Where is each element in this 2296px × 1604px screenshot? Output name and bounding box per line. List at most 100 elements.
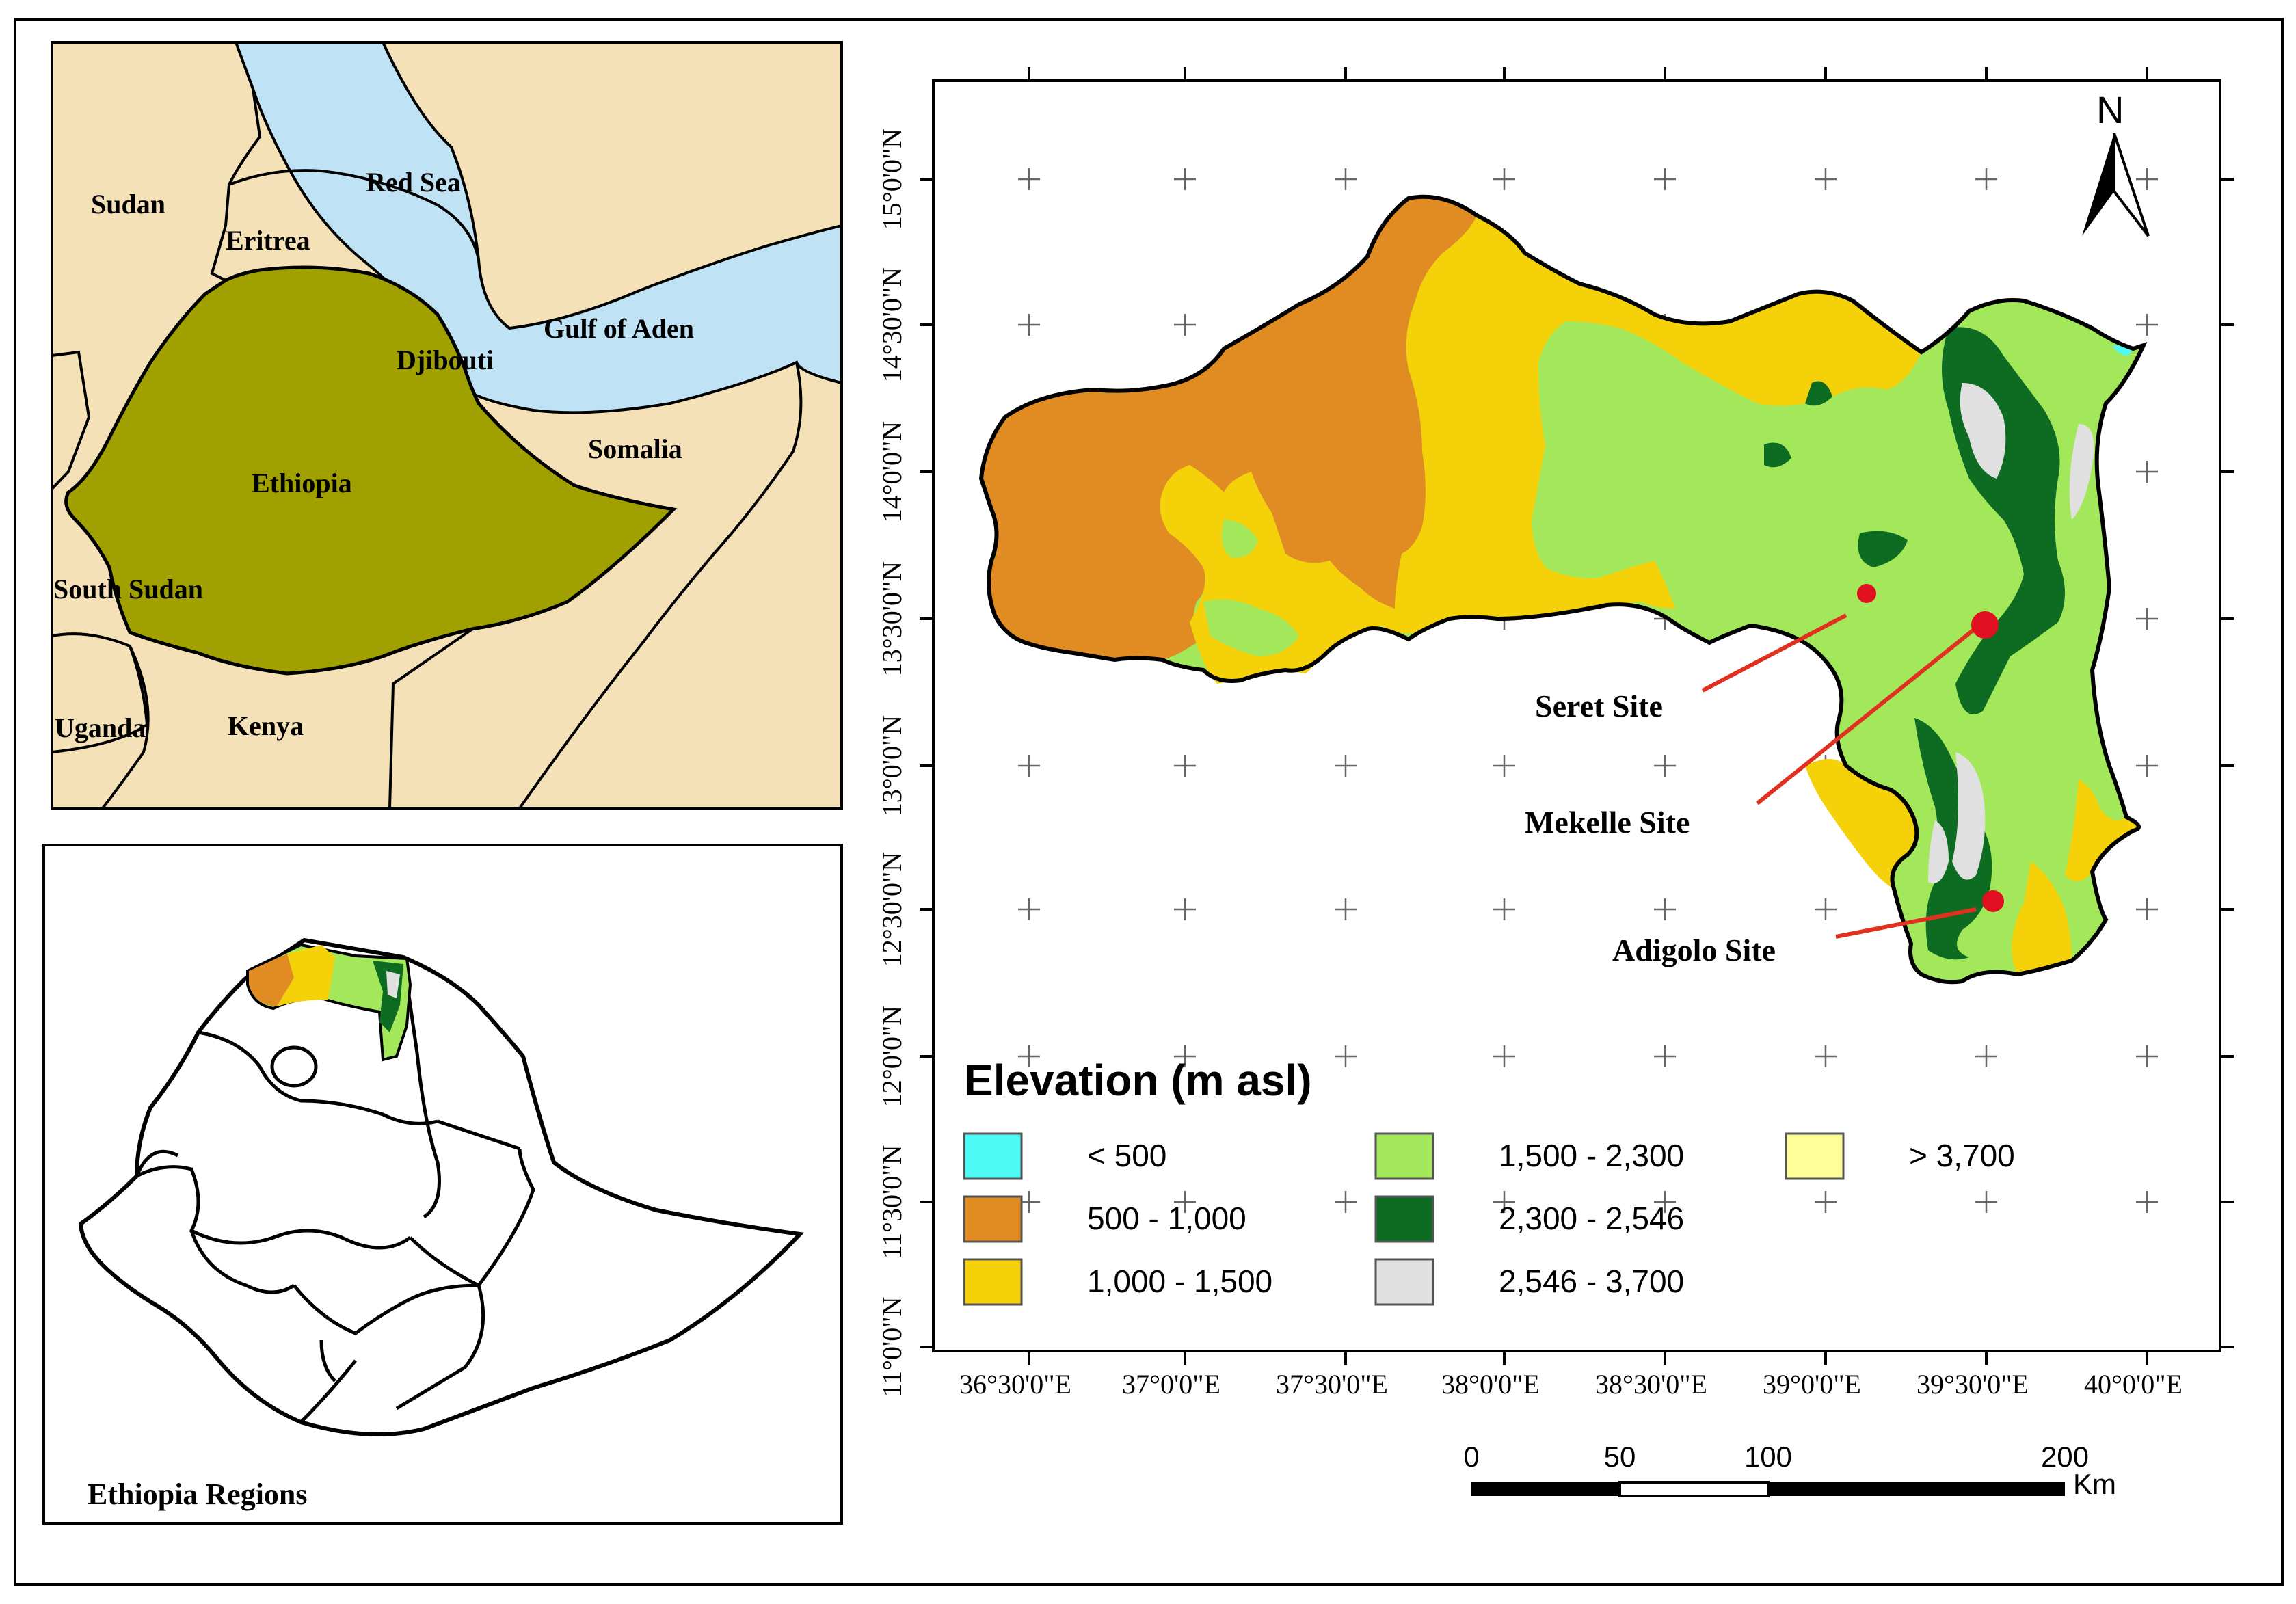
legend-label: 1,500 - 2,300 [1499, 1138, 1684, 1173]
scale-unit: Km [2073, 1468, 2116, 1500]
legend-swatch [1374, 1258, 1434, 1306]
grid-cross [2136, 314, 2158, 336]
grid-cross [1335, 755, 1357, 777]
grid-cross [1018, 1045, 1040, 1067]
label-eritrea: Eritrea [226, 225, 310, 256]
frame-ticks [920, 67, 2234, 1365]
seret-site-label: Seret Site [1535, 689, 1663, 723]
scale-bar: 0 50 100 200 Km [1463, 1441, 2116, 1500]
longitude-label: 39°30'0"E [1917, 1369, 2029, 1400]
label-south-sudan: South Sudan [53, 574, 203, 604]
longitude-label: 38°0'0"E [1441, 1369, 1540, 1400]
grid-cross [1493, 898, 1515, 920]
grid-cross [1335, 1045, 1357, 1067]
legend-items: < 500 500 - 1,000 1,000 - 1,500 1,500 - 2,3… [963, 1132, 2015, 1306]
ss-border [52, 350, 91, 490]
longitude-label: 37°30'0"E [1276, 1369, 1388, 1400]
tigray-dark-green [1764, 327, 2065, 960]
grid-cross [1018, 314, 1040, 336]
grid-cross [1335, 168, 1357, 190]
longitude-label: 38°30'0"E [1595, 1369, 1707, 1400]
north-arrow: N [2082, 88, 2150, 237]
grid-cross [1493, 1191, 1515, 1213]
latitude-label: 11°30'0"N [877, 1145, 907, 1259]
eritrea-border [228, 169, 480, 260]
latitude-label: 13°30'0"N [877, 561, 907, 676]
latitude-label: 14°30'0"N [877, 267, 907, 382]
label-uganda: Uganda [55, 712, 146, 743]
legend-swatch [1374, 1195, 1434, 1243]
latitude-label: 11°0'0"N [877, 1297, 907, 1398]
legend-label: < 500 [1087, 1138, 1166, 1173]
somalia-coast-border [518, 362, 803, 808]
tigray-mini-orange [249, 954, 294, 1006]
grid-cross [1975, 1191, 1997, 1213]
legend-swatch [1374, 1132, 1434, 1180]
scale-tick-200: 200 [2041, 1441, 2089, 1473]
grid-cross [2136, 755, 2158, 777]
grid-cross [1654, 1045, 1676, 1067]
legend-label: 500 - 1,000 [1087, 1201, 1246, 1236]
grid-cross [1018, 755, 1040, 777]
grid-cross [1018, 898, 1040, 920]
inset-regions: Ethiopia Regions [42, 844, 843, 1525]
latitude-label: 15°0'0"N [877, 129, 907, 230]
grid-cross [1493, 755, 1515, 777]
grid-cross [1815, 168, 1837, 190]
latitude-label: 14°0'0"N [877, 421, 907, 522]
tigray-orange [981, 196, 1477, 660]
grid-cross [1018, 168, 1040, 190]
grid-cross [1975, 168, 1997, 190]
label-somalia: Somalia [588, 433, 682, 464]
grid-cross [1174, 314, 1196, 336]
scale-tick-0: 0 [1463, 1441, 1479, 1473]
legend-label: 1,000 - 1,500 [1087, 1264, 1272, 1299]
seret-site-dot [1857, 584, 1876, 603]
label-sudan: Sudan [91, 189, 165, 219]
grid-cross [1815, 1191, 1837, 1213]
longitude-label: 40°0'0"E [2084, 1369, 2182, 1400]
legend: Elevation (m asl) < 500 500 - 1,000 1,000 … [963, 1056, 2015, 1306]
inset-africa: Red Sea Sudan Eritrea Gulf of Aden Djibo… [51, 41, 843, 810]
tigray-grey [1928, 383, 2094, 883]
longitude-labels: 36°30'0"E 37°0'0"E 37°30'0"E 38°0'0"E 38°30'… [959, 1369, 2182, 1400]
legend-swatch [963, 1258, 1023, 1306]
label-gulf-of-aden: Gulf of Aden [544, 313, 694, 344]
grid-cross [1654, 755, 1676, 777]
mekelle-site-label: Mekelle Site [1525, 805, 1690, 840]
latitude-label: 12°0'0"N [877, 1006, 907, 1107]
legend-title: Elevation (m asl) [964, 1056, 1312, 1105]
legend-label: > 3,700 [1909, 1138, 2015, 1173]
longitude-label: 39°0'0"E [1763, 1369, 1861, 1400]
north-arrow-icon [2082, 133, 2114, 236]
latitude-label: 13°0'0"N [877, 715, 907, 816]
adigolo-site-label: Adigolo Site [1612, 933, 1776, 967]
grid-cross [1493, 168, 1515, 190]
scale-seg-0-50 [1471, 1482, 1620, 1496]
legend-swatch [1785, 1132, 1845, 1180]
grid-cross [1815, 1045, 1837, 1067]
tigray-outline [978, 194, 2148, 985]
grid-cross [2136, 1191, 2158, 1213]
grid-cross [1174, 755, 1196, 777]
grid-cross [1654, 898, 1676, 920]
grid-cross [1335, 898, 1357, 920]
scale-tick-100: 100 [1744, 1441, 1792, 1473]
site-markers: Seret Site Mekelle Site Adigolo Site [1525, 584, 2004, 967]
regions-caption: Ethiopia Regions [88, 1478, 308, 1511]
sudan-eritrea-border [210, 88, 262, 282]
grid-cross [1174, 168, 1196, 190]
region-boundaries [135, 957, 535, 1423]
scale-seg-100-200 [1768, 1482, 2065, 1496]
grid-cross [2136, 898, 2158, 920]
grid-cross [1335, 1191, 1357, 1213]
inset-africa-frame [51, 41, 843, 810]
mekelle-site-dot [1971, 611, 1999, 639]
latitude-labels: 15°0'0"N 14°30'0"N 14°0'0"N 13°30'0"N 13°0'0… [877, 129, 907, 1398]
label-ethiopia: Ethiopia [252, 468, 352, 498]
legend-swatch [963, 1195, 1023, 1243]
north-arrow-outline-icon [2113, 133, 2150, 237]
legend-swatch [963, 1132, 1023, 1180]
north-label: N [2096, 88, 2124, 131]
label-djibouti: Djibouti [397, 345, 494, 375]
